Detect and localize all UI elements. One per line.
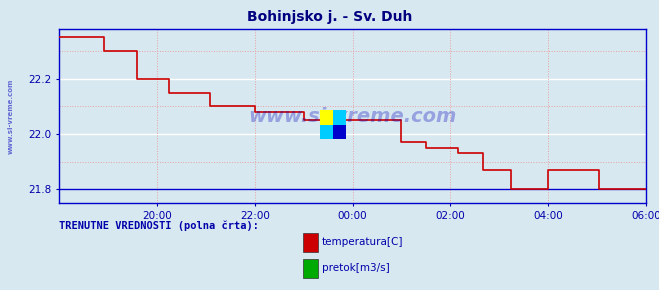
Text: temperatura[C]: temperatura[C] [322, 237, 403, 247]
Text: pretok[m3/s]: pretok[m3/s] [322, 263, 389, 273]
Text: Bohinjsko j. - Sv. Duh: Bohinjsko j. - Sv. Duh [247, 10, 412, 24]
Text: TRENUTNE VREDNOSTI (polna črta):: TRENUTNE VREDNOSTI (polna črta): [59, 220, 259, 231]
Text: www.si-vreme.com: www.si-vreme.com [8, 78, 14, 154]
Bar [333, 125, 346, 139]
Bar [320, 110, 333, 125]
Text: www.si-vreme.com: www.si-vreme.com [248, 106, 457, 126]
Bar [320, 125, 333, 139]
Bar [333, 110, 346, 125]
